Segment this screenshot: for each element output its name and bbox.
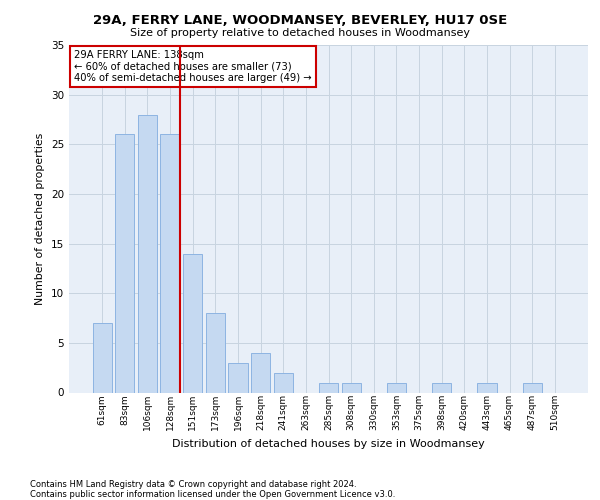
Bar xyxy=(92,323,112,392)
Bar xyxy=(523,382,542,392)
Bar xyxy=(229,362,248,392)
Bar xyxy=(183,254,202,392)
Bar xyxy=(477,382,497,392)
Text: 29A, FERRY LANE, WOODMANSEY, BEVERLEY, HU17 0SE: 29A, FERRY LANE, WOODMANSEY, BEVERLEY, H… xyxy=(93,14,507,27)
Y-axis label: Number of detached properties: Number of detached properties xyxy=(35,132,46,305)
Text: 29A FERRY LANE: 138sqm
← 60% of detached houses are smaller (73)
40% of semi-det: 29A FERRY LANE: 138sqm ← 60% of detached… xyxy=(74,50,312,84)
Bar xyxy=(251,353,270,393)
Bar xyxy=(160,134,180,392)
Bar xyxy=(115,134,134,392)
Bar xyxy=(387,382,406,392)
Bar xyxy=(138,114,157,392)
Bar xyxy=(432,382,451,392)
X-axis label: Distribution of detached houses by size in Woodmansey: Distribution of detached houses by size … xyxy=(172,438,485,448)
Text: Size of property relative to detached houses in Woodmansey: Size of property relative to detached ho… xyxy=(130,28,470,38)
Bar xyxy=(274,372,293,392)
Text: Contains public sector information licensed under the Open Government Licence v3: Contains public sector information licen… xyxy=(30,490,395,499)
Bar xyxy=(341,382,361,392)
Bar xyxy=(206,313,225,392)
Bar xyxy=(319,382,338,392)
Text: Contains HM Land Registry data © Crown copyright and database right 2024.: Contains HM Land Registry data © Crown c… xyxy=(30,480,356,489)
